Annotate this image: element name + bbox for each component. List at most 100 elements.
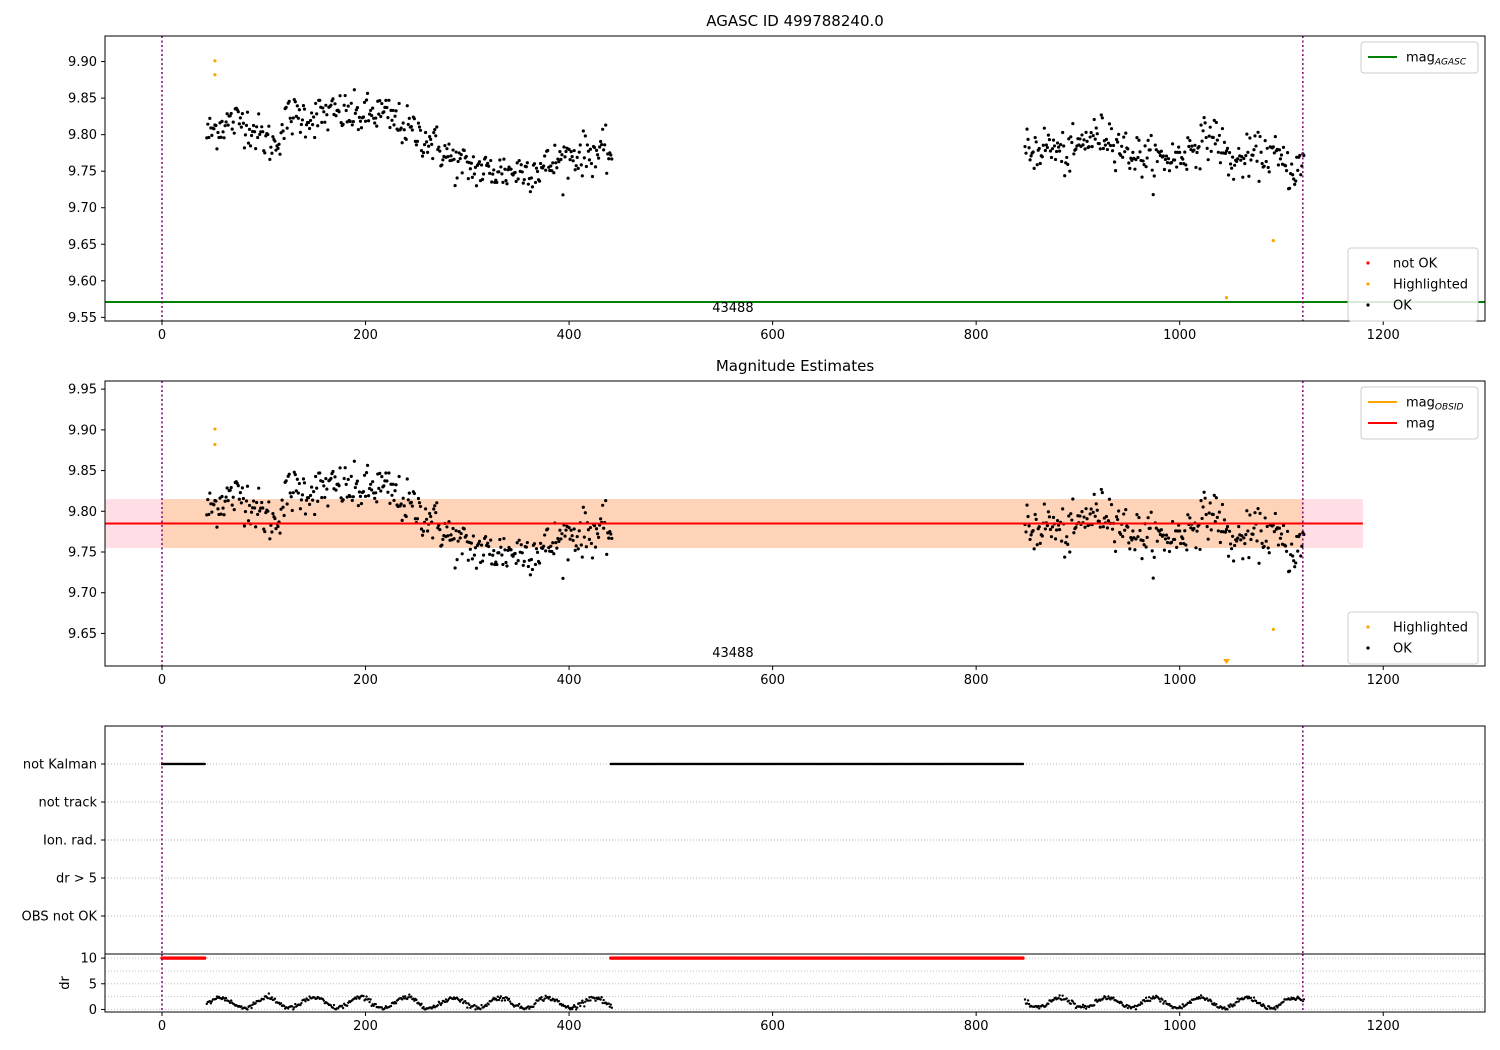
- ok-point: [479, 163, 484, 167]
- dr-point: [1140, 1002, 1144, 1005]
- ok-point: [357, 490, 362, 494]
- dr-point: [240, 1005, 243, 1008]
- ok-point: [1217, 510, 1221, 514]
- dr-point: [499, 995, 503, 998]
- dr-point: [1148, 999, 1152, 1003]
- ok-point: [1292, 177, 1296, 181]
- ok-point: [294, 489, 298, 493]
- ok-point: [415, 139, 420, 143]
- ok-point: [1035, 543, 1039, 547]
- ok-point: [1223, 151, 1228, 155]
- ok-point: [331, 469, 335, 474]
- ok-point: [1194, 165, 1198, 170]
- ok-point: [267, 124, 271, 128]
- ok-point: [1294, 179, 1298, 183]
- ok-point: [1267, 551, 1271, 555]
- panel4-ylabel: dr: [58, 976, 73, 990]
- ok-point: [329, 476, 333, 481]
- ok-point: [1046, 510, 1051, 514]
- panel2-frame: [104, 380, 1486, 667]
- ok-point: [364, 98, 369, 102]
- ok-point: [1056, 145, 1061, 149]
- ok-point: [385, 479, 389, 483]
- ok-point: [1069, 135, 1073, 139]
- dr-point: [1237, 1000, 1240, 1003]
- ok-point: [325, 113, 329, 117]
- ok-point: [599, 517, 603, 521]
- dr-point: [500, 999, 504, 1002]
- dr-point: [208, 1000, 212, 1003]
- ok-point: [1099, 113, 1103, 117]
- dr-point: [415, 998, 418, 1002]
- ok-point: [1124, 131, 1128, 135]
- ok-point: [592, 145, 597, 150]
- ok-point: [503, 548, 507, 552]
- ok-point: [1135, 513, 1139, 517]
- ok-point: [306, 120, 311, 125]
- ok-point: [362, 100, 367, 104]
- dr-point: [1245, 995, 1249, 998]
- ok-point: [261, 130, 265, 134]
- ok-point: [296, 491, 300, 495]
- ok-point: [301, 103, 306, 108]
- ok-point: [503, 167, 507, 171]
- ok-point: [587, 158, 592, 162]
- dr-point: [372, 1004, 375, 1008]
- ok-point: [1240, 534, 1244, 538]
- dr-point: [610, 1006, 614, 1009]
- ok-point: [1227, 151, 1232, 155]
- ok-point: [379, 489, 383, 493]
- flags-panel: not Kalman not track Ion. rad. dr > 5 OBS no…: [22, 725, 1486, 955]
- ok-point: [1231, 155, 1235, 159]
- ok-point: [253, 506, 257, 510]
- dr-point: [249, 1004, 252, 1007]
- ok-point: [321, 479, 325, 484]
- ok-point: [1285, 529, 1290, 533]
- ok-point: [480, 559, 485, 563]
- ok-point: [379, 114, 383, 119]
- ok-point: [517, 538, 521, 542]
- ok-point: [207, 135, 211, 140]
- dr-point: [458, 1000, 462, 1003]
- category-label: not Kalman: [23, 758, 97, 773]
- ok-point: [295, 104, 299, 108]
- ok-point: [1185, 548, 1189, 552]
- ok-point: [355, 479, 359, 483]
- dr-point: [532, 1005, 535, 1008]
- ok-point: [1203, 496, 1207, 500]
- ok-point: [420, 533, 425, 537]
- ok-point: [1215, 138, 1219, 142]
- ok-point: [453, 183, 457, 188]
- ok-point: [1249, 537, 1253, 542]
- ok-point: [1085, 517, 1089, 521]
- dr-point: [557, 999, 561, 1003]
- ok-point: [1233, 163, 1237, 167]
- ok-point: [562, 145, 566, 149]
- ok-point: [533, 562, 538, 567]
- ok-point: [366, 119, 371, 123]
- dr-point: [1120, 1001, 1123, 1004]
- ok-point: [224, 120, 228, 124]
- ok-point: [341, 498, 345, 502]
- y-tick-label: 9.80: [68, 128, 97, 143]
- ok-point: [298, 130, 302, 134]
- ok-point: [1211, 512, 1215, 517]
- dr-point: [404, 995, 407, 998]
- ok-point: [410, 128, 414, 132]
- ok-point: [212, 503, 216, 507]
- legend-box: [1347, 611, 1479, 665]
- ok-point: [1149, 510, 1153, 514]
- ok-point: [274, 148, 278, 152]
- ok-point: [1088, 135, 1092, 139]
- ok-point: [1198, 547, 1202, 552]
- ok-point: [434, 510, 438, 515]
- legend-label: Highlighted: [1393, 278, 1468, 293]
- dr-point: [480, 1003, 483, 1007]
- ok-point: [348, 119, 352, 124]
- ok-point: [247, 503, 252, 508]
- ok-point: [528, 573, 532, 577]
- ok-point: [569, 150, 573, 154]
- ok-point: [1225, 146, 1230, 150]
- dr-point: [578, 1002, 581, 1005]
- ok-point: [1066, 162, 1070, 166]
